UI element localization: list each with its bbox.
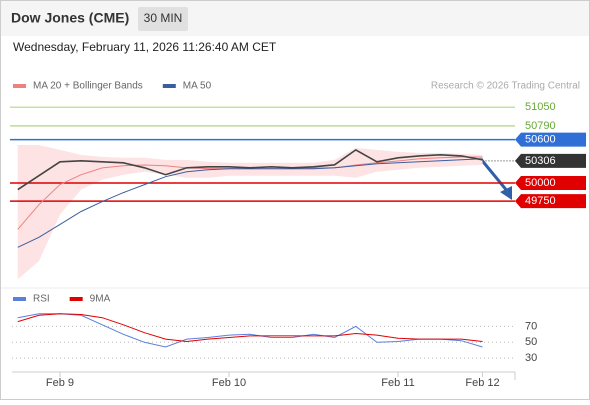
level-tag bbox=[515, 153, 586, 168]
title: Dow Jones (CME) bbox=[11, 10, 129, 26]
timestamp: Wednesday, February 11, 2026 11:26:40 AM… bbox=[13, 40, 277, 54]
level-label: 50000 bbox=[525, 177, 556, 189]
legend-label: MA 20 + Bollinger Bands bbox=[33, 81, 143, 92]
legend-label: MA 50 bbox=[183, 81, 212, 92]
price-line bbox=[17, 148, 483, 191]
x-tick-label: Feb 11 bbox=[381, 377, 414, 389]
x-tick-label: Feb 10 bbox=[212, 377, 246, 389]
legend-swatch bbox=[13, 84, 26, 88]
level-tag bbox=[515, 194, 586, 209]
forecast-arrowhead bbox=[500, 186, 512, 200]
level-label: 50790 bbox=[525, 120, 556, 132]
credit: Research © 2026 Trading Central bbox=[431, 81, 580, 92]
x-tick-label: Feb 9 bbox=[46, 377, 74, 389]
header-bar bbox=[1, 1, 589, 36]
y-tick-label: 70 bbox=[525, 320, 537, 332]
level-tag bbox=[515, 132, 586, 147]
legend-label: RSI bbox=[33, 294, 50, 305]
level-label: 50600 bbox=[525, 134, 556, 146]
legend-swatch bbox=[69, 297, 83, 301]
timeframe[interactable]: 30 MIN bbox=[144, 11, 183, 25]
level-tag bbox=[515, 176, 586, 191]
ma-line bbox=[17, 158, 483, 248]
rsi-line bbox=[17, 313, 483, 348]
legend-label: 9MA bbox=[90, 294, 111, 305]
level-label: 50306 bbox=[525, 155, 556, 167]
legend-swatch bbox=[162, 84, 176, 88]
x-tick-label: Feb 12 bbox=[465, 377, 499, 389]
forecast-arrow bbox=[478, 157, 510, 193]
rsi-line bbox=[17, 313, 483, 343]
legend-swatch bbox=[13, 297, 26, 301]
level-label: 49750 bbox=[525, 195, 556, 207]
level-label: 51050 bbox=[525, 101, 556, 113]
y-tick-label: 50 bbox=[525, 336, 537, 348]
timeframe-box[interactable] bbox=[138, 7, 188, 31]
y-tick-label: 30 bbox=[525, 352, 537, 364]
